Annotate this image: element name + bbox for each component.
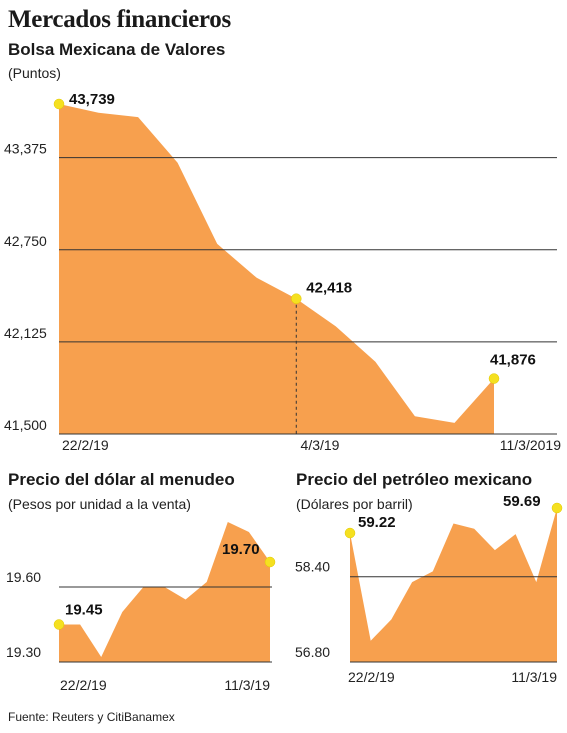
dolar-area xyxy=(59,522,270,662)
dolar-data-label: 19.70 xyxy=(222,541,260,558)
petroleo-ytick-label: 56.80 xyxy=(295,644,330,660)
bmv-data-label: 42,418 xyxy=(306,280,352,297)
petroleo-chart-unit: (Dólares por barril) xyxy=(296,496,413,512)
page-title: Mercados financieros xyxy=(8,6,231,33)
petroleo-ytick-label: 58.40 xyxy=(295,559,330,575)
dolar-xtick-label: 11/3/19 xyxy=(224,677,270,693)
dolar-xtick-label: 22/2/19 xyxy=(60,677,107,693)
petroleo-chart-title: Precio del petróleo mexicano xyxy=(296,470,533,489)
petroleo-point xyxy=(551,502,563,514)
petroleo-data-label: 59.69 xyxy=(503,493,541,510)
bmv-xtick-label: 22/2/19 xyxy=(62,437,109,453)
bmv-area xyxy=(59,104,494,434)
dolar-chart-unit: (Pesos por unidad a la venta) xyxy=(8,496,191,512)
bmv-data-label: 43,739 xyxy=(69,91,115,108)
bmv-xtick-label: 4/3/19 xyxy=(301,437,340,453)
petroleo-area xyxy=(350,508,557,662)
dolar-ytick-label: 19.60 xyxy=(6,569,41,585)
bmv-xtick-label: 11/3/2019 xyxy=(500,437,561,453)
bmv-ytick-label: 41,500 xyxy=(4,417,47,433)
petroleo-xtick-label: 11/3/19 xyxy=(511,669,557,685)
bmv-ytick-label: 43,375 xyxy=(4,141,47,157)
bmv-point xyxy=(488,373,500,384)
dolar-ytick-label: 19.30 xyxy=(6,644,41,660)
dolar-chart-title: Precio del dólar al menudeo xyxy=(8,470,235,489)
bmv-point xyxy=(53,98,65,110)
bmv-data-label: 41,876 xyxy=(490,352,536,369)
bmv-point xyxy=(291,293,302,304)
dolar-point xyxy=(53,619,65,630)
dolar-data-label: 19.45 xyxy=(65,602,103,619)
source-note: Fuente: Reuters y CitiBanamex xyxy=(8,710,175,724)
bmv-chart-unit: (Puntos) xyxy=(8,65,61,81)
petroleo-point xyxy=(344,527,356,539)
bmv-ytick-label: 42,750 xyxy=(4,233,47,249)
bmv-chart-title: Bolsa Mexicana de Valores xyxy=(8,40,226,59)
dolar-point xyxy=(264,556,276,568)
bmv-ytick-label: 42,125 xyxy=(4,325,47,341)
petroleo-data-label: 59.22 xyxy=(358,514,396,531)
petroleo-xtick-label: 22/2/19 xyxy=(348,669,395,685)
